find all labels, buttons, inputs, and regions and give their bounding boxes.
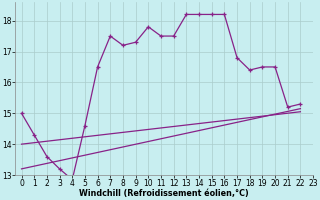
X-axis label: Windchill (Refroidissement éolien,°C): Windchill (Refroidissement éolien,°C) bbox=[79, 189, 249, 198]
